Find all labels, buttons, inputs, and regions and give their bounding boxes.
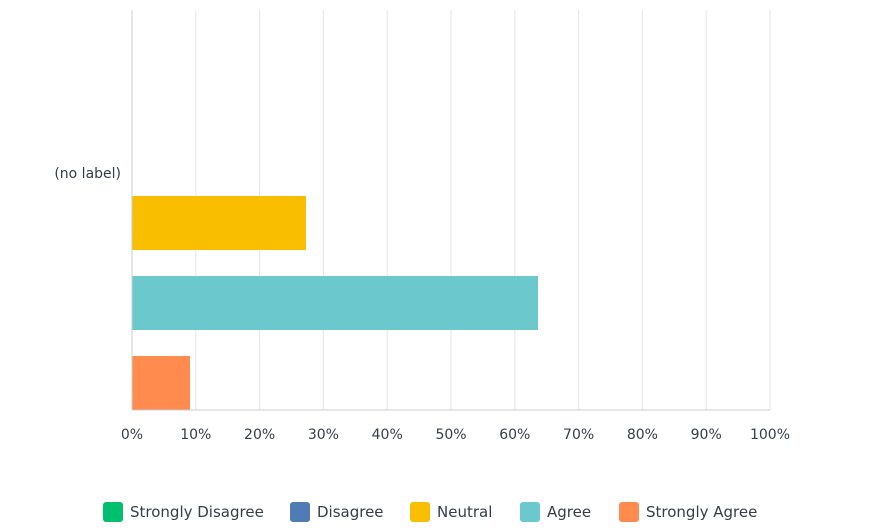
legend-item-agree: Agree bbox=[520, 500, 591, 524]
x-tick-label: 40% bbox=[372, 427, 403, 443]
legend-item-strongly-agree: Strongly Agree bbox=[619, 500, 757, 524]
x-tick-label: 100% bbox=[750, 427, 790, 443]
bar-strongly-agree bbox=[132, 356, 190, 410]
legend-label: Agree bbox=[547, 503, 592, 521]
bar-neutral bbox=[132, 196, 306, 250]
x-tick-label: 30% bbox=[308, 427, 339, 443]
y-category-label: (no label) bbox=[54, 166, 121, 182]
legend: Strongly Disagree Disagree Neutral Agree Str… bbox=[0, 500, 883, 524]
legend-swatch bbox=[520, 502, 540, 522]
x-tick-label: 10% bbox=[180, 427, 211, 443]
legend-label: Strongly Agree bbox=[646, 503, 758, 521]
bar-agree bbox=[132, 276, 539, 330]
x-tick-label: 80% bbox=[627, 427, 658, 443]
legend-swatch bbox=[619, 502, 639, 522]
legend-label: Strongly Disagree bbox=[130, 503, 264, 521]
legend-swatch bbox=[290, 502, 310, 522]
gridlines bbox=[195, 10, 771, 410]
legend-item-strongly-disagree: Strongly Disagree bbox=[103, 500, 264, 524]
y-axis-labels: (no label) bbox=[54, 166, 121, 182]
legend-item-neutral: Neutral bbox=[410, 500, 492, 524]
legend-item-disagree: Disagree bbox=[290, 500, 384, 524]
legend-swatch bbox=[103, 502, 123, 522]
legend-swatch bbox=[410, 502, 430, 522]
legend-label: Neutral bbox=[437, 503, 493, 521]
legend-label: Disagree bbox=[317, 503, 384, 521]
bars bbox=[132, 196, 539, 410]
x-tick-label: 20% bbox=[244, 427, 275, 443]
x-tick-label: 70% bbox=[563, 427, 594, 443]
x-tick-label: 0% bbox=[121, 427, 143, 443]
x-tick-label: 90% bbox=[691, 427, 722, 443]
x-axis-ticks: 0% 10% 20% 30% 40% 50% 60% 70% 80% 90% 100% bbox=[121, 427, 790, 443]
x-tick-label: 50% bbox=[435, 427, 466, 443]
axes bbox=[131, 10, 770, 411]
x-tick-label: 60% bbox=[499, 427, 530, 443]
